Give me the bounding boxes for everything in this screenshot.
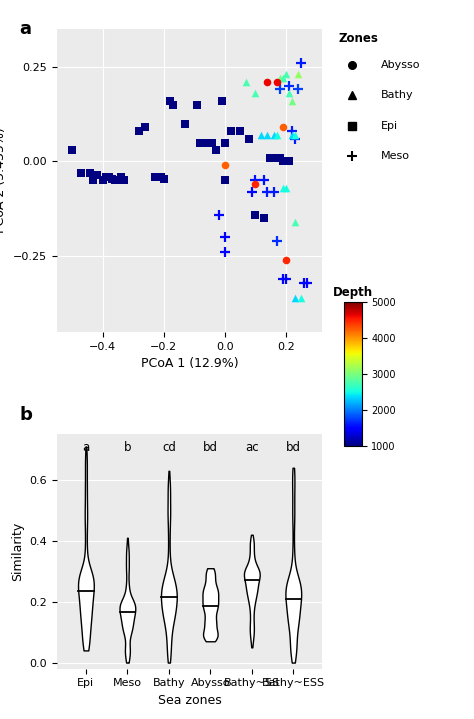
X-axis label: Sea zones: Sea zones [158,694,221,707]
Point [294,68,302,80]
Point [157,171,164,183]
Point [273,76,280,88]
Point [221,160,228,171]
Point [251,178,259,190]
Point [267,152,274,163]
Title: Depth: Depth [333,286,373,299]
Text: Meso: Meso [381,151,410,161]
Point [276,73,283,84]
Point [142,122,149,133]
Y-axis label: PCoA 2 (5.435%): PCoA 2 (5.435%) [0,127,8,233]
Point [279,156,286,168]
Point [221,175,228,186]
Point [200,137,207,148]
Point [297,292,305,303]
Point [105,171,112,183]
Point [251,88,259,99]
Point [193,99,201,110]
Point [218,95,226,106]
Point [114,175,122,186]
Point [181,118,189,129]
Text: bd: bd [286,441,301,454]
Point [291,292,299,303]
Point [273,129,280,141]
Point [108,173,116,184]
Point [257,129,265,141]
Point [154,171,161,183]
Point [282,182,290,193]
Point [120,175,128,186]
Point [206,137,213,148]
Text: bd: bd [203,441,218,454]
Point [102,171,109,183]
Point [264,76,271,88]
Point [111,175,118,186]
Point [282,68,290,80]
Point [279,182,286,193]
Text: Zones: Zones [338,32,378,45]
Point [227,125,235,137]
Point [212,145,219,156]
Point [202,137,210,148]
Point [166,95,173,106]
Point [93,169,100,180]
Text: Abysso: Abysso [381,60,420,70]
Point [90,175,97,186]
Point [160,173,167,184]
Point [136,125,143,137]
Point [285,156,292,168]
Point [288,95,296,106]
Point [270,129,277,141]
Text: b: b [124,441,131,454]
Text: Epi: Epi [381,121,398,131]
Point [246,133,253,145]
Point [151,171,158,183]
Point [209,137,216,148]
Point [236,125,244,137]
Point [261,213,268,224]
X-axis label: PCoA 1 (12.9%): PCoA 1 (12.9%) [141,357,238,370]
Text: ac: ac [245,441,259,454]
Point [276,152,283,163]
Point [68,145,76,156]
Point [77,167,85,178]
Point [264,129,271,141]
Point [169,99,177,110]
Point [87,167,94,178]
Point [285,88,292,99]
Point [279,122,286,133]
Point [117,171,125,183]
Point [99,175,107,186]
Point [221,137,228,148]
Point [197,137,204,148]
Point [273,152,280,163]
Point [291,129,299,141]
Point [242,76,250,88]
Text: b: b [20,406,33,424]
Point [282,156,290,168]
Text: a: a [20,19,32,37]
Text: a: a [82,441,90,454]
Point [288,129,296,141]
Point [251,209,259,220]
Point [279,73,286,84]
Point [270,152,277,163]
Text: Bathy: Bathy [381,91,413,101]
Y-axis label: Similarity: Similarity [11,522,24,581]
Point [291,216,299,228]
Point [282,255,290,266]
Text: cd: cd [162,441,176,454]
